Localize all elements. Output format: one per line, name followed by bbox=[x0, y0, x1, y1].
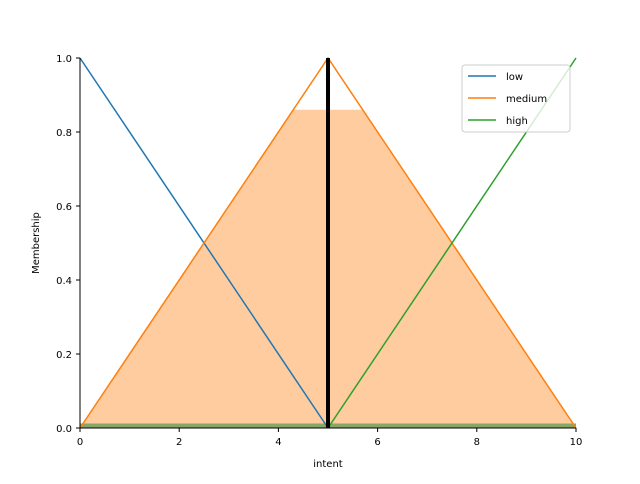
x-tick-label: 0 bbox=[77, 437, 83, 448]
y-tick-label: 0.6 bbox=[56, 202, 72, 213]
legend-box bbox=[461, 64, 571, 133]
x-tick-label: 10 bbox=[570, 437, 583, 448]
x-tick-label: 2 bbox=[176, 437, 182, 448]
y-tick-label: 1.0 bbox=[56, 54, 72, 65]
y-tick-label: 0.8 bbox=[56, 128, 72, 139]
y-tick-label: 0.0 bbox=[56, 424, 72, 435]
legend-label-high: high bbox=[506, 116, 528, 127]
legend-label-medium: medium bbox=[506, 94, 547, 105]
x-tick-label: 8 bbox=[474, 437, 480, 448]
y-tick-label: 0.2 bbox=[56, 350, 72, 361]
legend: low medium high bbox=[461, 64, 571, 133]
y-axis-label: Membership bbox=[31, 212, 42, 274]
x-axis-label: intent bbox=[313, 459, 343, 470]
x-tick-label: 6 bbox=[374, 437, 380, 448]
x-tick-label: 4 bbox=[275, 437, 281, 448]
legend-label-low: low bbox=[506, 72, 523, 83]
y-tick-label: 0.4 bbox=[56, 276, 72, 287]
axes bbox=[79, 58, 576, 429]
tick-marks: 0 2 4 6 8 10 0.0 0.2 0.4 0.6 0.8 1.0 bbox=[56, 54, 582, 448]
